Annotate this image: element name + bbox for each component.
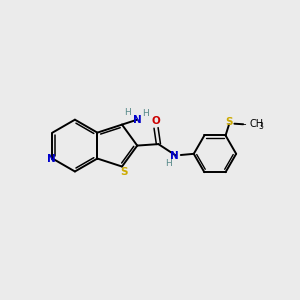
Text: N: N: [133, 115, 142, 124]
Text: -: -: [243, 119, 247, 129]
Text: O: O: [152, 116, 161, 126]
Text: S: S: [225, 117, 233, 127]
Text: H: H: [124, 108, 131, 117]
Text: S: S: [121, 167, 128, 177]
Text: N: N: [170, 151, 179, 160]
Text: H: H: [142, 109, 149, 118]
Text: H: H: [165, 159, 172, 168]
Text: CH: CH: [250, 119, 264, 129]
Text: N: N: [46, 154, 56, 164]
Text: 3: 3: [258, 122, 263, 131]
